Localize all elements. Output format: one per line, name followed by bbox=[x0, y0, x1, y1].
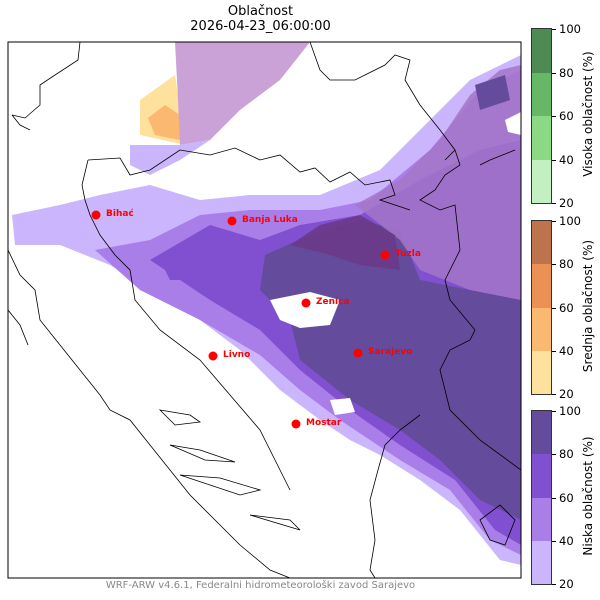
city-label: Banja Luka bbox=[242, 215, 298, 225]
city-marker bbox=[380, 250, 390, 260]
coastline-borders bbox=[8, 42, 521, 578]
figure-title: Oblačnost bbox=[227, 4, 294, 19]
mid-cloud-area bbox=[148, 105, 180, 140]
colorbar-segment bbox=[532, 264, 551, 308]
colorbar-tick: 100 bbox=[552, 404, 581, 418]
clear-area bbox=[270, 292, 340, 328]
colorbar-label: Visoka oblačnost (%) bbox=[581, 51, 595, 177]
city-marker bbox=[91, 210, 101, 220]
colorbar-segment bbox=[532, 350, 551, 394]
city-label: Mostar bbox=[306, 418, 342, 428]
colorbar-segment bbox=[532, 540, 551, 584]
low-mid-overlap-area bbox=[290, 215, 400, 270]
clear-area bbox=[330, 398, 355, 415]
low-mid-overlap-area bbox=[175, 42, 310, 145]
city-label: Zenica bbox=[316, 297, 350, 307]
colorbar-tick: 60 bbox=[552, 301, 574, 315]
colorbar-tick: 100 bbox=[552, 214, 581, 228]
colorbar bbox=[531, 220, 552, 395]
colorbar-tick: 80 bbox=[552, 257, 574, 271]
city-marker bbox=[301, 298, 311, 308]
city-label: Tuzla bbox=[395, 249, 421, 259]
city-label: Bihać bbox=[106, 208, 134, 219]
colorbar-tick: 20 bbox=[552, 387, 574, 401]
city-marker bbox=[291, 419, 301, 429]
colorbar-segment bbox=[532, 497, 551, 541]
colorbar bbox=[531, 28, 552, 204]
colorbar-tick: 80 bbox=[552, 447, 574, 461]
colorbar-segment bbox=[532, 29, 551, 73]
clear-area bbox=[505, 112, 521, 135]
low-cloud-area bbox=[160, 245, 215, 280]
city-label: Sarajevo bbox=[368, 347, 412, 357]
city-label: Livno bbox=[223, 350, 250, 360]
colorbar-segment bbox=[532, 411, 551, 455]
colorbar-segment bbox=[532, 72, 551, 116]
low-mid-overlap-area bbox=[355, 65, 521, 300]
colorbar-tick: 20 bbox=[552, 577, 574, 591]
colorbar-tick: 100 bbox=[552, 22, 581, 36]
footer-credit: WRF-ARW v4.6.1, Federalni hidrometeorolo… bbox=[105, 580, 416, 591]
colorbar-tick: 20 bbox=[552, 196, 574, 210]
colorbar-segment bbox=[532, 116, 551, 160]
colorbar-segment bbox=[532, 307, 551, 351]
colorbar-tick: 40 bbox=[552, 153, 574, 167]
colorbar-tick: 40 bbox=[552, 534, 574, 548]
colorbar-segment bbox=[532, 221, 551, 265]
low-cloud-area bbox=[260, 220, 521, 520]
map-frame bbox=[7, 41, 522, 579]
colorbar-label: Srednja oblačnost (%) bbox=[581, 239, 595, 372]
colorbar bbox=[531, 410, 552, 585]
city-marker bbox=[353, 348, 363, 358]
low-cloud-area bbox=[130, 140, 210, 175]
city-marker bbox=[227, 216, 237, 226]
colorbar-label: Niska oblačnost (%) bbox=[581, 435, 595, 556]
low-mid-overlap-area bbox=[475, 75, 510, 110]
colorbar-tick: 40 bbox=[552, 344, 574, 358]
colorbar-segment bbox=[532, 454, 551, 498]
colorbar-tick: 80 bbox=[552, 66, 574, 80]
colorbar-tick: 60 bbox=[552, 491, 574, 505]
colorbar-tick: 60 bbox=[552, 109, 574, 123]
colorbar-segment bbox=[532, 159, 551, 203]
figure-subtitle: 2026-04-23_06:00:00 bbox=[190, 19, 331, 34]
city-marker bbox=[208, 351, 218, 361]
